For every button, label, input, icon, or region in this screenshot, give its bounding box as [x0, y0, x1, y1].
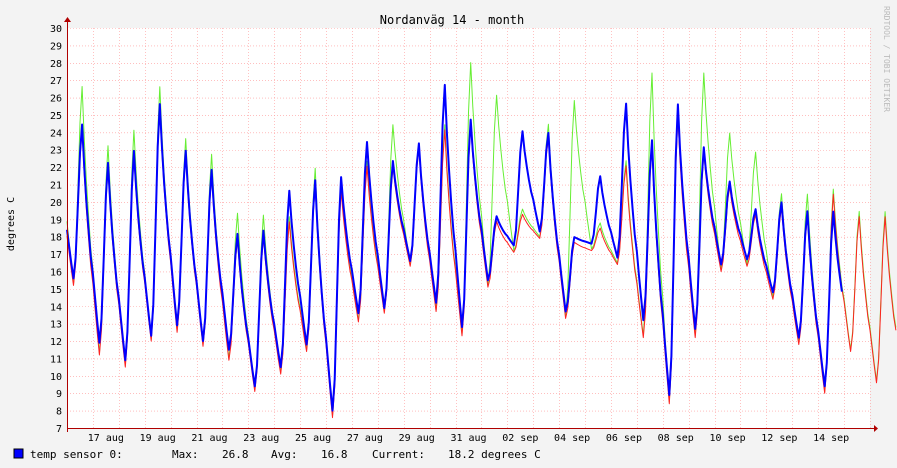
y-tick-label: 20	[50, 198, 62, 209]
y-tick-label: 19	[50, 215, 62, 226]
x-tick-label: 10 sep	[709, 433, 745, 444]
y-tick-label: 28	[50, 59, 62, 70]
y-tick-label: 13	[50, 320, 62, 331]
x-tick-label: 06 sep	[606, 433, 642, 444]
x-tick-label: 23 aug	[243, 433, 279, 444]
y-tick-label: 10	[50, 372, 62, 383]
y-tick-label: 14	[50, 302, 62, 313]
y-tick-label: 12	[50, 337, 62, 348]
y-tick-label: 24	[50, 128, 62, 139]
legend-current-label: Current:	[372, 448, 425, 461]
legend-current-value: 18.2 degrees C	[448, 448, 541, 461]
y-tick-label: 29	[50, 41, 62, 52]
y-tick-label: 21	[50, 181, 62, 192]
y-tick-label: 11	[50, 354, 62, 365]
chart-title: Nordanväg 14 - month	[380, 13, 525, 27]
y-tick-label: 16	[50, 267, 62, 278]
y-tick-label: 26	[50, 94, 62, 105]
legend-avg-value: 16.8	[321, 448, 348, 461]
x-tick-label: 14 sep	[813, 433, 849, 444]
y-tick-label: 9	[56, 389, 62, 400]
y-tick-label: 7	[56, 424, 62, 435]
legend-max-value: 26.8	[222, 448, 249, 461]
legend-label: temp sensor 0:	[30, 448, 123, 461]
y-axis-arrow	[64, 17, 71, 22]
y-tick-label: 23	[50, 146, 62, 157]
x-tick-label: 21 aug	[191, 433, 227, 444]
plot-area	[67, 28, 870, 428]
avg-series-line	[66, 83, 843, 412]
axes	[64, 17, 878, 432]
x-tick-label: 02 sep	[502, 433, 538, 444]
legend-max-label: Max:	[172, 448, 199, 461]
y-tick-label: 15	[50, 285, 62, 296]
x-tick-label: 31 aug	[450, 433, 486, 444]
legend-avg-label: Avg:	[271, 448, 298, 461]
y-tick-label: 22	[50, 163, 62, 174]
x-axis-arrow	[874, 425, 878, 432]
y-tick-label: 17	[50, 250, 62, 261]
x-tick-label: 12 sep	[761, 433, 797, 444]
y-tick-label: 25	[50, 111, 62, 122]
legend: temp sensor 0: Max: 26.8 Avg: 16.8 Curre…	[13, 448, 541, 461]
series-lines	[66, 62, 897, 419]
x-tick-label: 29 aug	[399, 433, 435, 444]
x-tick-label: 04 sep	[554, 433, 590, 444]
y-axis-label: degrees C	[6, 197, 17, 251]
x-tick-label: 17 aug	[88, 433, 124, 444]
x-tick-label: 19 aug	[140, 433, 176, 444]
legend-swatch	[13, 448, 24, 459]
x-tick-label: 25 aug	[295, 433, 331, 444]
y-tick-label: 18	[50, 233, 62, 244]
x-tick-label: 27 aug	[347, 433, 383, 444]
y-tick-label: 8	[56, 407, 62, 418]
y-tick-label: 27	[50, 76, 62, 87]
x-tick-label: 08 sep	[658, 433, 694, 444]
watermark: RRDTOOL / TOBI OETIKER	[882, 6, 891, 112]
y-tick-label: 30	[50, 24, 62, 35]
x-axis-ticks: 17 aug 19 aug 21 aug 23 aug 25 aug 27 aug 29 a…	[88, 433, 849, 444]
y-axis-ticks: 7 8 9 10 11 12 13 14 15 16 17 18 19 20 21 22 23 24 25 26 27 2…	[50, 24, 62, 435]
